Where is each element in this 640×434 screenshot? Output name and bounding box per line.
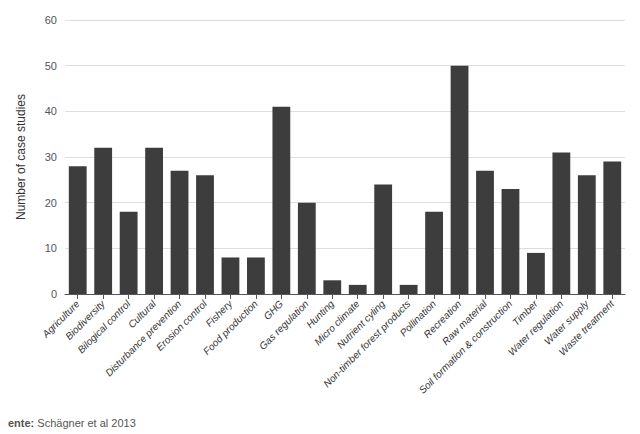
svg-text:Disturbance prevention: Disturbance prevention: [103, 298, 184, 379]
svg-text:Pollination: Pollination: [397, 298, 438, 339]
svg-text:30: 30: [45, 151, 57, 163]
svg-text:Food production: Food production: [201, 298, 260, 357]
svg-text:Water regulation: Water regulation: [505, 298, 566, 358]
svg-text:Erosion control: Erosion control: [154, 298, 209, 353]
svg-text:20: 20: [45, 197, 57, 209]
svg-text:Gas regulation: Gas regulation: [257, 298, 311, 352]
svg-text:Raw material: Raw material: [439, 298, 489, 348]
svg-text:50: 50: [45, 60, 57, 72]
svg-text:Hunting: Hunting: [304, 298, 337, 331]
svg-text:Number of case studies: Number of case studies: [14, 94, 28, 220]
svg-text:Water supply: Water supply: [541, 298, 591, 347]
svg-text:0: 0: [51, 288, 57, 300]
svg-text:Bilogical control: Bilogical control: [75, 298, 133, 356]
svg-text:Biodiversity: Biodiversity: [63, 298, 108, 342]
svg-text:Schägner et al 2013: Schägner et al 2013: [37, 417, 135, 429]
svg-text:Non-timber forest products: Non-timber forest products: [321, 298, 412, 389]
svg-text:Fishery: Fishery: [203, 298, 235, 329]
svg-text:ente:: ente:: [8, 417, 34, 429]
svg-text:Recreation: Recreation: [421, 298, 464, 340]
svg-text:Cultural: Cultural: [125, 298, 158, 331]
svg-text:Soil formation & construction: Soil formation & construction: [417, 298, 515, 396]
svg-text:40: 40: [45, 105, 57, 117]
svg-text:10: 10: [45, 242, 57, 254]
svg-text:Timber: Timber: [510, 298, 540, 328]
svg-text:Nutrient cyling: Nutrient cyling: [334, 298, 388, 351]
svg-text:GHG: GHG: [261, 298, 286, 322]
svg-text:Waste treatment: Waste treatment: [557, 297, 617, 357]
svg-text:Agriculture: Agriculture: [40, 298, 82, 340]
svg-text:Micro climate: Micro climate: [312, 298, 362, 348]
svg-text:60: 60: [45, 14, 57, 26]
